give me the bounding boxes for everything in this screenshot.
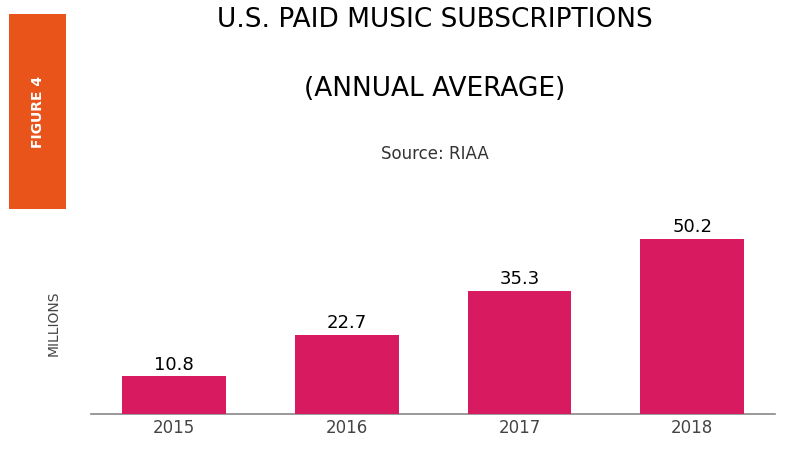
Text: Source: RIAA: Source: RIAA (381, 145, 489, 163)
Text: U.S. PAID MUSIC SUBSCRIPTIONS: U.S. PAID MUSIC SUBSCRIPTIONS (218, 7, 653, 33)
Text: MILLIONS: MILLIONS (47, 291, 61, 357)
Bar (122, 377, 225, 414)
Text: 22.7: 22.7 (327, 315, 367, 332)
Text: 35.3: 35.3 (499, 270, 539, 288)
Bar (295, 335, 399, 414)
Bar (641, 239, 744, 414)
Text: 10.8: 10.8 (154, 356, 194, 374)
Text: 50.2: 50.2 (672, 218, 712, 237)
Text: (ANNUAL AVERAGE): (ANNUAL AVERAGE) (305, 76, 566, 102)
Text: FIGURE 4: FIGURE 4 (31, 76, 45, 148)
Bar (467, 291, 571, 414)
